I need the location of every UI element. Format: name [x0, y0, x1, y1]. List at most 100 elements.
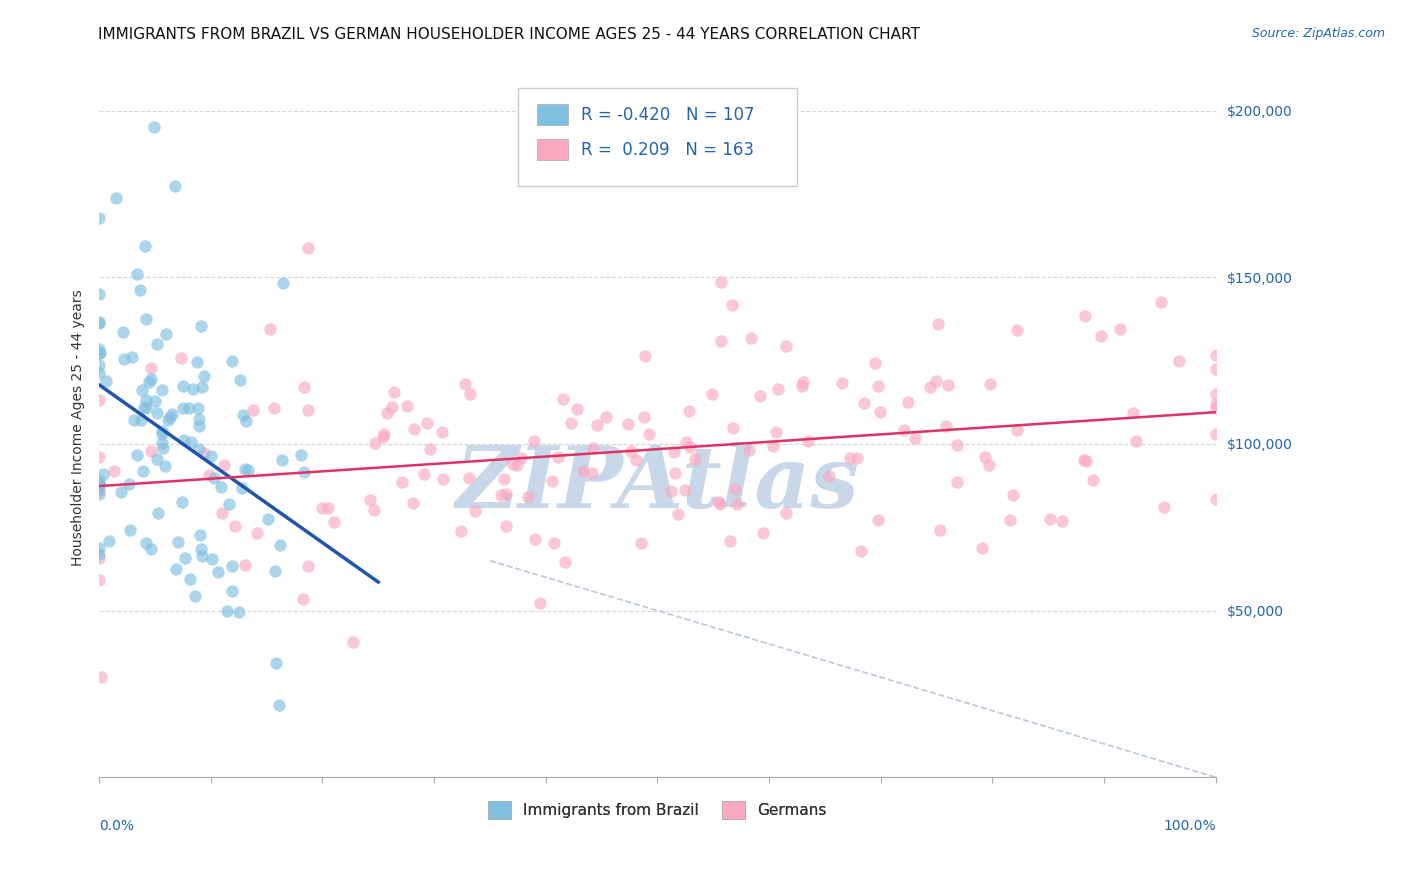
Point	[938, 378, 960, 392]
Point	[269, 698, 291, 712]
Legend: Immigrants from Brazil, Germans: Immigrants from Brazil, Germans	[482, 795, 832, 825]
Point	[1073, 309, 1095, 323]
Point	[89, 487, 111, 501]
Point	[228, 605, 250, 619]
Point	[202, 471, 225, 485]
Point	[935, 419, 957, 434]
Point	[162, 408, 184, 422]
Point	[89, 450, 111, 464]
Point	[139, 360, 162, 375]
Point	[292, 380, 315, 394]
Point	[89, 345, 111, 359]
Point	[683, 451, 706, 466]
Point	[582, 442, 605, 456]
Point	[391, 475, 413, 489]
Point	[673, 483, 696, 498]
Point	[89, 483, 111, 498]
Point	[924, 374, 946, 388]
Text: 0.0%: 0.0%	[100, 819, 134, 833]
Point	[661, 484, 683, 499]
Point	[105, 191, 128, 205]
Point	[125, 448, 148, 462]
Point	[849, 544, 872, 558]
Point	[1109, 322, 1132, 336]
Point	[721, 420, 744, 434]
Point	[297, 558, 319, 573]
Point	[183, 382, 205, 396]
Point	[863, 356, 886, 370]
Point	[188, 528, 211, 542]
Point	[457, 471, 479, 485]
Point	[112, 325, 135, 339]
Point	[193, 446, 215, 460]
Point	[110, 485, 132, 500]
Point	[664, 445, 686, 459]
Point	[292, 591, 315, 606]
Point	[187, 401, 209, 415]
Point	[709, 275, 731, 289]
Y-axis label: Householder Income Ages 25 - 44 years: Householder Income Ages 25 - 44 years	[72, 289, 86, 566]
Point	[560, 416, 582, 430]
Point	[263, 401, 285, 416]
Point	[236, 462, 259, 476]
Point	[853, 395, 876, 409]
Point	[172, 401, 194, 415]
Point	[159, 409, 181, 424]
Point	[897, 395, 920, 409]
Point	[143, 394, 166, 409]
Point	[738, 442, 761, 457]
Point	[188, 418, 211, 433]
Point	[235, 414, 257, 428]
Point	[209, 480, 232, 494]
Point	[166, 534, 188, 549]
Point	[129, 412, 152, 426]
Point	[790, 379, 813, 393]
Point	[761, 439, 783, 453]
Point	[90, 670, 112, 684]
Point	[494, 472, 516, 486]
Point	[381, 400, 404, 414]
Point	[416, 417, 439, 431]
Point	[1074, 453, 1097, 467]
Point	[523, 532, 546, 546]
Point	[89, 366, 111, 380]
Point	[721, 297, 744, 311]
Point	[675, 435, 697, 450]
Point	[1205, 401, 1227, 415]
Point	[215, 605, 238, 619]
Point	[700, 387, 723, 401]
Text: R =  0.209   N = 163: R = 0.209 N = 163	[582, 141, 755, 159]
Point	[495, 518, 517, 533]
Point	[139, 372, 162, 386]
Point	[207, 566, 229, 580]
Point	[297, 403, 319, 417]
Point	[509, 451, 531, 466]
Point	[725, 497, 748, 511]
Point	[1150, 294, 1173, 309]
Point	[146, 451, 169, 466]
Point	[775, 507, 797, 521]
Point	[135, 312, 157, 326]
Point	[146, 406, 169, 420]
Point	[342, 634, 364, 648]
Point	[173, 551, 195, 566]
Point	[125, 267, 148, 281]
Point	[297, 242, 319, 256]
Point	[1205, 348, 1227, 362]
Point	[817, 469, 839, 483]
Point	[89, 346, 111, 360]
Point	[1002, 487, 1025, 501]
Point	[191, 549, 214, 564]
Point	[91, 467, 114, 481]
Point	[218, 497, 240, 511]
Point	[458, 386, 481, 401]
Point	[323, 515, 346, 529]
Point	[517, 490, 540, 504]
Point	[450, 524, 472, 539]
Point	[740, 331, 762, 345]
Point	[150, 427, 173, 442]
Point	[143, 120, 166, 135]
Point	[180, 435, 202, 450]
Point	[135, 393, 157, 408]
FancyBboxPatch shape	[537, 104, 568, 125]
